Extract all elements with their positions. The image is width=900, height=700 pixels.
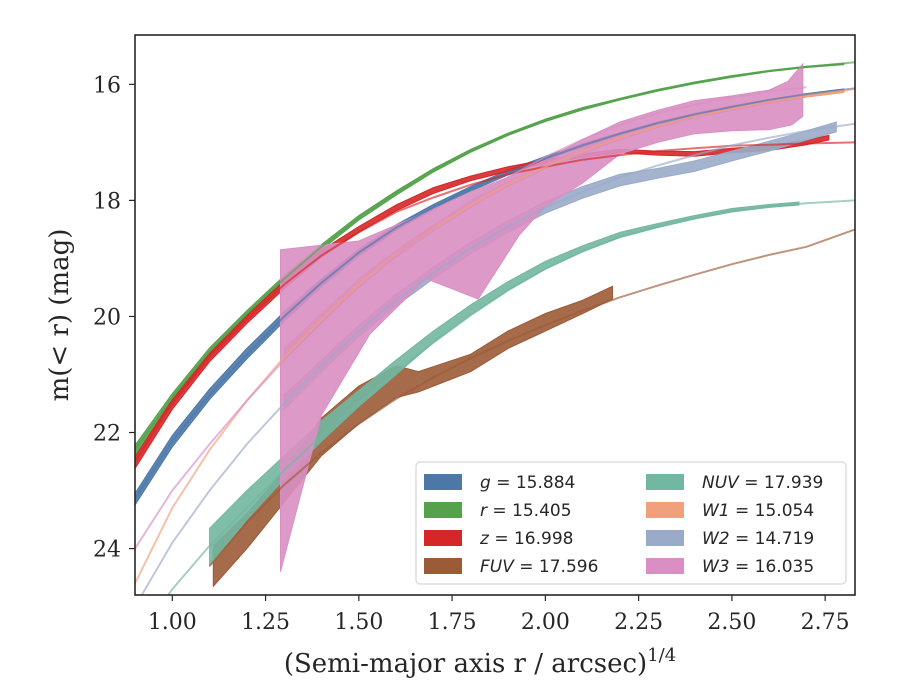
x-axis-ticks: 1.00 1.25 1.50 1.75 2.00 2.25 2.50 2.75 [148,595,850,635]
x-tick-label: 1.75 [428,610,477,635]
legend-swatch-w2 [646,530,684,546]
x-tick-label: 2.75 [801,610,850,635]
legend-swatch-g [424,474,462,490]
legend-box [415,461,847,585]
y-tick-label: 20 [93,305,121,330]
legend-swatch-fuv [424,558,462,574]
y-tick-label: 16 [93,73,121,98]
x-tick-label: 1.00 [148,610,197,635]
legend-label-r: r = 15.405 [480,501,572,521]
legend-swatch-r [424,502,462,518]
y-tick-label: 18 [93,189,121,214]
legend-swatch-w1 [646,502,684,518]
y-tick-label: 24 [93,538,121,563]
x-tick-label: 1.25 [241,610,290,635]
legend: g = 15.884 r = 15.405 z = 16.998 FUV = 17.5… [415,461,847,585]
x-axis-label: (Semi-major axis r / arcsec)1/4 [284,645,676,679]
model-curve-g [135,87,855,500]
legend-label-w1: W1 = 15.054 [702,501,814,521]
y-axis-ticks: 16 18 20 22 24 [93,73,135,563]
model-curve-nuv [166,199,855,595]
model-curve-fuv [208,228,855,567]
x-axis-label-exponent: 1/4 [647,645,676,666]
x-tick-label: 1.50 [334,610,383,635]
legend-label-g: g = 15.884 [480,473,575,493]
plot-frame [134,34,856,596]
legend-label-nuv: NUV = 17.939 [702,473,823,493]
band-nuv [209,201,800,568]
legend-swatch-w3 [646,558,684,574]
legend-swatch-nuv [646,474,684,490]
x-tick-label: 2.00 [521,610,570,635]
model-curve-r [135,61,855,451]
x-tick-label: 2.25 [614,610,663,635]
band-w3 [280,62,804,572]
legend-label-w2: W2 = 14.719 [702,529,814,549]
legend-label-fuv: FUV = 17.596 [480,557,598,577]
x-tick-label: 2.50 [707,610,756,635]
y-axis-label: m(< r) (mag) [45,229,75,402]
model-curve-w2 [140,122,855,595]
legend-label-z: z = 16.998 [479,529,573,549]
legend-swatch-z [424,530,462,546]
legend-label-w3: W3 = 16.035 [702,557,814,577]
model-curves [135,61,855,595]
y-tick-label: 22 [93,422,121,447]
model-curve-w3 [135,86,807,550]
